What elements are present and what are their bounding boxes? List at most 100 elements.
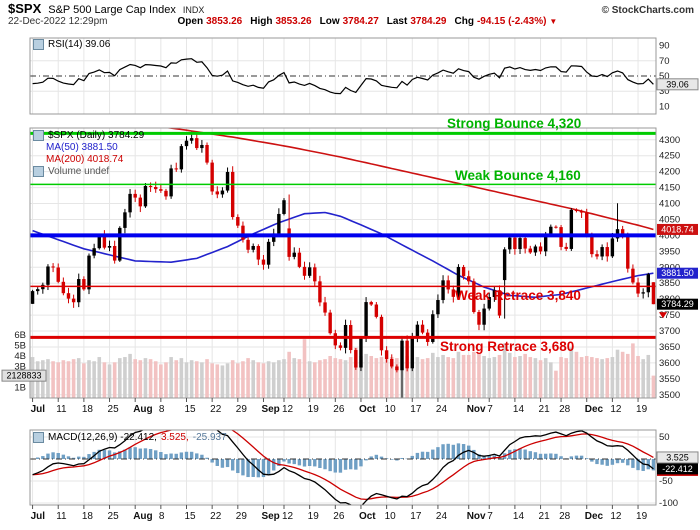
ma200-legend-label: MA(200) 4018.74 [46,154,124,165]
svg-text:8: 8 [159,511,165,522]
svg-text:4018.74: 4018.74 [661,224,694,234]
svg-text:15: 15 [185,511,197,522]
rsi-legend: RSI(14) 39.06 [33,39,110,50]
annotation-strong-bounce-label: Strong Bounce 4,320 [447,116,582,131]
down-triangle-icon: ▼ [549,17,558,26]
open-label: Open [177,16,204,27]
svg-text:39.06: 39.06 [666,79,689,89]
svg-text:29: 29 [236,511,248,522]
low-value: 3784.27 [342,16,379,27]
svg-text:24: 24 [436,511,448,522]
svg-text:4300: 4300 [659,135,680,146]
volume-legend-label: Volume undef [48,166,110,177]
symbol-name: S&P 500 Large Cap Index [48,4,176,16]
svg-text:21: 21 [539,404,551,415]
svg-text:19: 19 [308,404,320,415]
symbol: $SPX [8,1,42,16]
svg-text:3950: 3950 [659,246,680,257]
svg-text:3550: 3550 [659,374,680,385]
svg-text:3784.29: 3784.29 [661,299,694,309]
macd-value-box: -22.412 [657,463,698,475]
svg-text:28: 28 [559,511,571,522]
low-label: Low [319,16,340,27]
exchange-label: INDX [182,5,205,15]
volume-legend: Volume undef [33,166,109,177]
svg-text:Nov: Nov [467,404,486,415]
svg-text:Oct: Oct [359,404,376,415]
stockcharts-copyright-link[interactable]: © StockCharts.com [601,5,694,16]
svg-text:12: 12 [610,511,622,522]
svg-text:19: 19 [308,511,320,522]
svg-text:50: 50 [659,71,670,82]
svg-text:2128833: 2128833 [6,371,41,381]
macd-histogram [30,443,656,478]
svg-text:7: 7 [487,404,493,415]
svg-text:10: 10 [659,101,670,112]
svg-text:4100: 4100 [659,199,680,210]
svg-text:4200: 4200 [659,167,680,178]
spx-legend-label: $SPX (Daily) 3784.29 [48,130,145,141]
svg-text:10: 10 [385,511,397,522]
svg-text:15: 15 [185,404,197,415]
svg-text:14: 14 [513,404,525,415]
svg-text:Sep: Sep [261,511,279,522]
svg-text:11: 11 [56,511,67,522]
svg-text:3881.50: 3881.50 [661,268,694,278]
svg-text:6B: 6B [14,330,26,341]
svg-text:12: 12 [282,404,294,415]
macd-hist-value: 3.525, [160,432,189,443]
svg-text:3.525: 3.525 [666,452,689,462]
ma200-legend: MA(200) 4018.74 [46,154,123,165]
volume-bars [30,339,656,398]
svg-text:26: 26 [333,511,345,522]
macd-legend-label: MACD(12,26,9) -22.412, [48,432,157,443]
quote-strip: Open 3853.26 High 3853.26 Low 3784.27 La… [170,16,558,27]
svg-text:Dec: Dec [585,404,604,415]
svg-text:3500: 3500 [659,390,680,401]
svg-text:50: 50 [659,432,670,443]
svg-text:10: 10 [385,404,397,415]
chg-label: Chg [454,16,474,27]
ma200-value-box: 4018.74 [657,223,698,235]
svg-text:22: 22 [210,404,222,415]
svg-text:14: 14 [513,511,525,522]
indicator-chart-icon [33,39,44,50]
rsi-legend-label: RSI(14) 39.06 [48,39,111,50]
header-line-2: 22-Dec-2022 12:29pm Open 3853.26 High 38… [8,16,557,27]
svg-text:18: 18 [82,511,94,522]
last-value: 3784.29 [410,16,447,27]
svg-text:3700: 3700 [659,326,680,337]
svg-text:4050: 4050 [659,214,680,225]
svg-text:3600: 3600 [659,358,680,369]
svg-text:1B: 1B [14,383,26,394]
spx-legend: $SPX (Daily) 3784.29 [33,130,144,141]
svg-text:70: 70 [659,56,670,67]
svg-text:12: 12 [282,511,294,522]
svg-text:17: 17 [410,511,422,522]
svg-text:22: 22 [210,511,222,522]
svg-text:19: 19 [636,404,648,415]
svg-text:25: 25 [108,404,120,415]
annotation-weak-bounce-label: Weak Bounce 4,160 [455,168,581,183]
svg-text:4B: 4B [14,351,26,362]
price-down-triangle-icon [659,312,667,319]
svg-text:Aug: Aug [133,404,152,415]
svg-text:Jul: Jul [31,511,46,522]
chart-datetime: 22-Dec-2022 12:29pm [8,16,108,27]
svg-text:3650: 3650 [659,342,680,353]
svg-text:-100: -100 [659,498,678,509]
volume-bars-icon [33,166,44,177]
ma50-legend: MA(50) 3881.50 [46,142,118,153]
svg-text:3B: 3B [14,362,26,373]
svg-text:3850: 3850 [659,278,680,289]
high-value: 3853.26 [275,16,312,27]
svg-text:25: 25 [108,511,120,522]
svg-text:Aug: Aug [133,511,152,522]
svg-text:29: 29 [236,404,248,415]
svg-text:Sep: Sep [261,404,279,415]
candlesticks [30,131,656,398]
svg-text:90: 90 [659,41,670,52]
svg-text:Jul: Jul [31,404,46,415]
svg-text:26: 26 [333,404,345,415]
